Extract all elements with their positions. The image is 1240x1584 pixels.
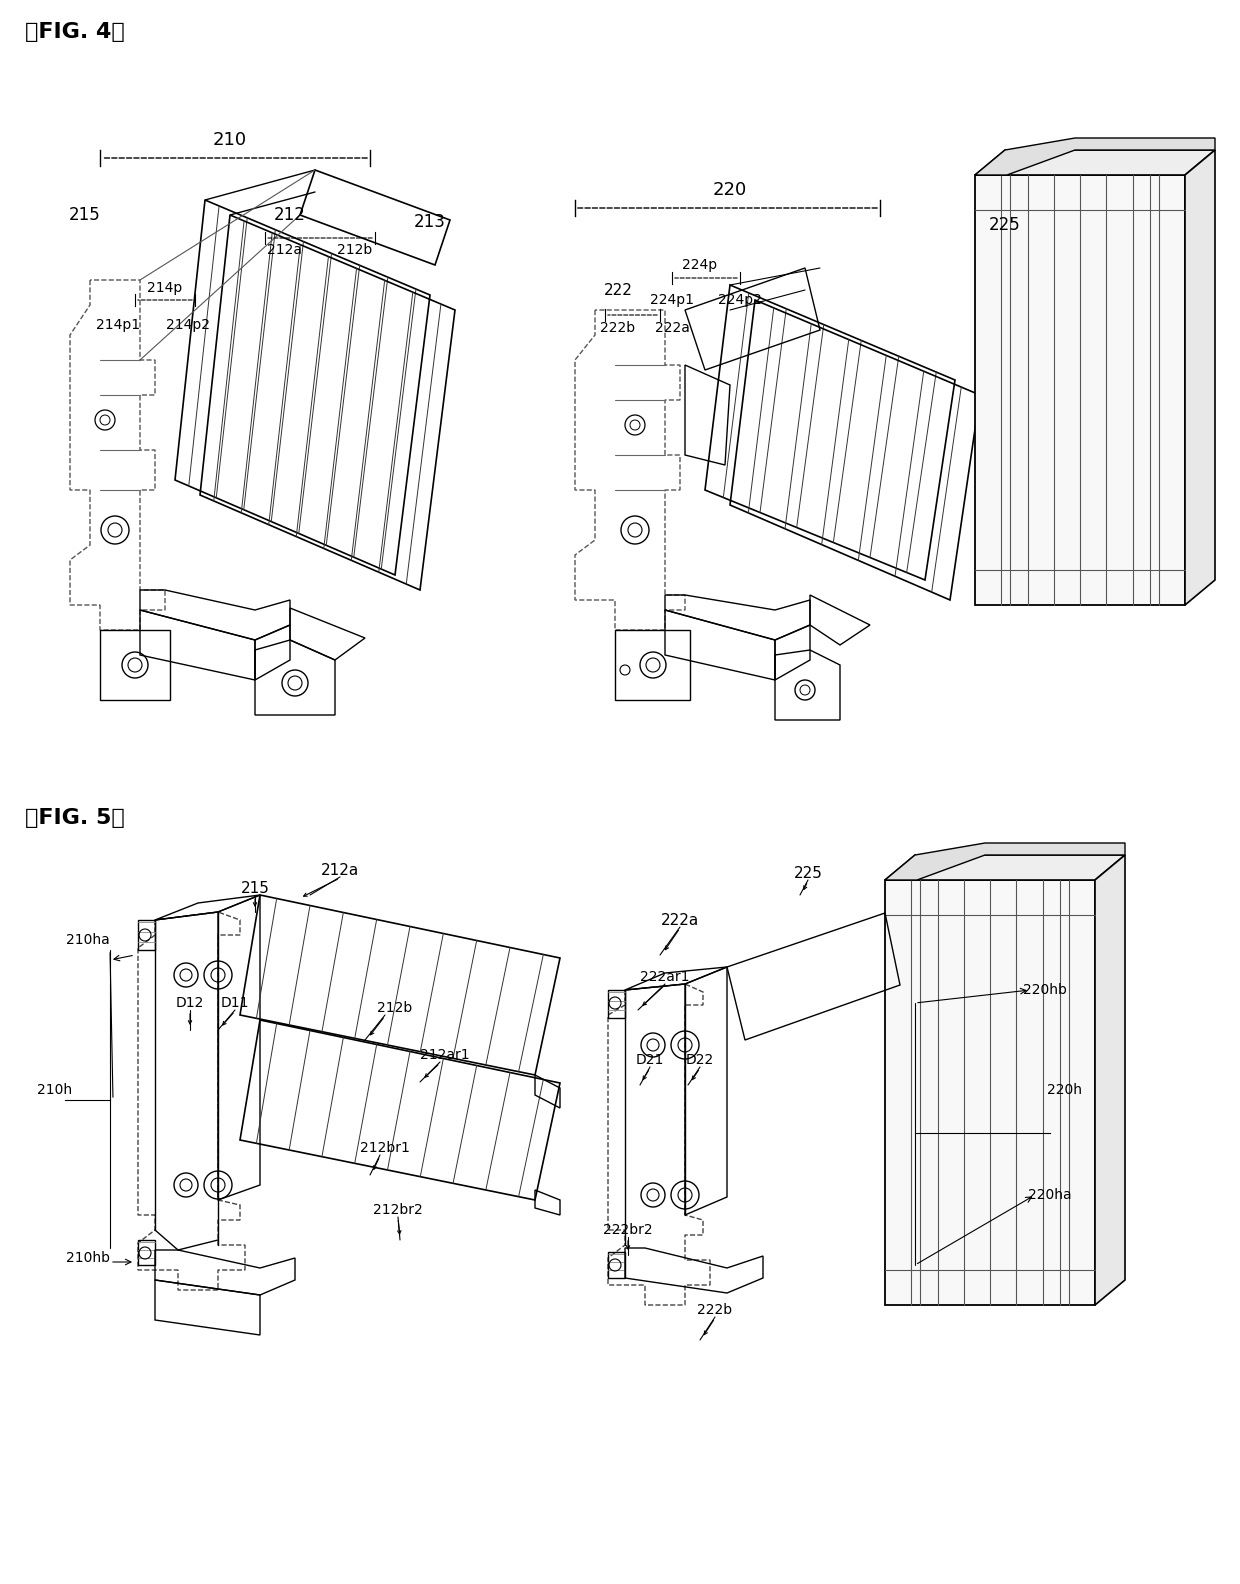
Polygon shape [885,843,1125,881]
Text: 220: 220 [713,181,748,200]
Polygon shape [885,881,1095,1305]
Polygon shape [885,855,1125,881]
Text: 220hb: 220hb [1023,984,1066,996]
Text: 214p1: 214p1 [95,318,140,333]
Text: 222: 222 [604,282,632,298]
Text: 224p: 224p [682,258,718,272]
Text: 222b: 222b [697,1304,733,1316]
Text: 212b: 212b [377,1001,413,1015]
Text: 222b: 222b [600,322,636,334]
Text: D22: D22 [686,1053,714,1068]
Text: 224p2: 224p2 [718,293,761,307]
Text: 「FIG. 4」: 「FIG. 4」 [25,22,125,43]
Text: 214p2: 214p2 [166,318,210,333]
Polygon shape [975,150,1215,174]
Text: D12: D12 [176,996,205,1011]
Text: 222a: 222a [661,912,699,928]
Text: D11: D11 [221,996,249,1011]
Text: 225: 225 [990,215,1021,234]
Text: 「FIG. 5」: 「FIG. 5」 [25,808,125,828]
Text: 210: 210 [213,131,247,149]
Text: 214p: 214p [148,280,182,295]
Text: 212: 212 [274,206,306,223]
Polygon shape [1095,855,1125,1305]
Text: 215: 215 [69,206,100,223]
Text: 212br2: 212br2 [373,1202,423,1217]
Text: 224p1: 224p1 [650,293,694,307]
Text: 212a: 212a [268,242,303,257]
Text: 212a: 212a [321,863,360,878]
Text: 213: 213 [414,212,446,231]
Polygon shape [975,138,1215,174]
Text: 222br2: 222br2 [603,1223,652,1237]
Text: 222ar1: 222ar1 [640,969,689,984]
Text: 212br1: 212br1 [360,1140,410,1155]
Text: 220h: 220h [1048,1083,1083,1098]
Text: 212ar1: 212ar1 [420,1049,470,1061]
Polygon shape [1185,150,1215,605]
Text: 210h: 210h [37,1083,73,1098]
Text: 222a: 222a [655,322,689,334]
Polygon shape [975,174,1185,605]
Text: D21: D21 [636,1053,665,1068]
Text: 210ha: 210ha [66,933,110,947]
Text: 220ha: 220ha [1028,1188,1071,1202]
Text: 225: 225 [794,865,822,881]
Text: 212b: 212b [337,242,373,257]
Text: 210hb: 210hb [66,1251,110,1266]
Text: 215: 215 [241,881,269,895]
